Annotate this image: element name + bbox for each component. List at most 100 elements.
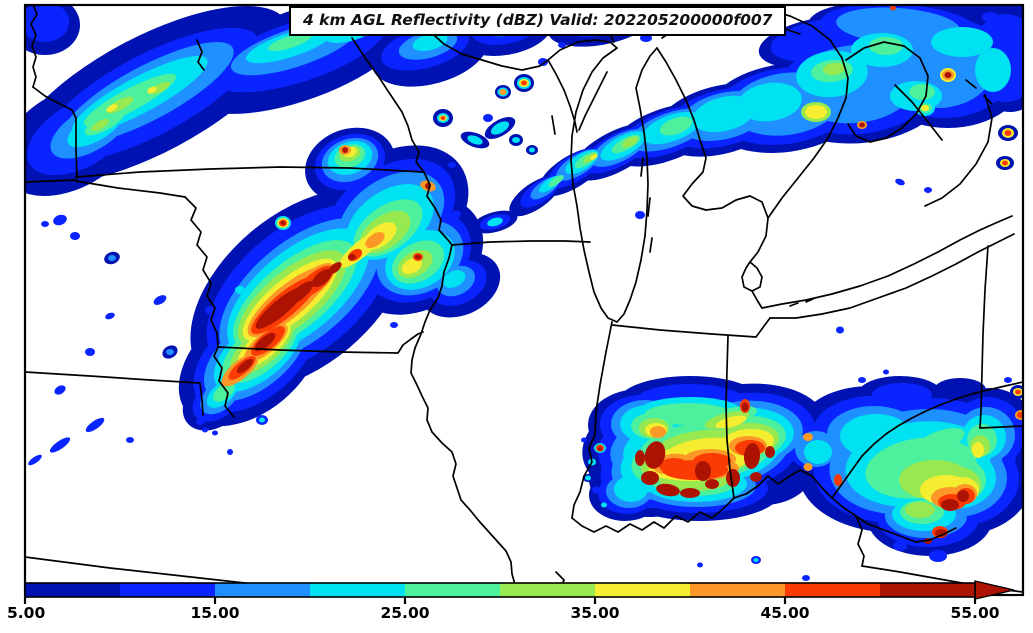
radar-cell <box>883 369 889 375</box>
radar-cell <box>635 450 645 466</box>
radar-cell <box>1004 377 1012 383</box>
border-mi-lake-2 <box>647 197 651 217</box>
radar-cell <box>365 232 385 248</box>
radar-cell <box>286 281 314 305</box>
radar-cell <box>202 427 208 433</box>
border-in-oh <box>725 335 735 499</box>
radar-cell <box>805 105 827 119</box>
border-erie-island-2 <box>805 298 814 303</box>
radar-cell <box>944 72 952 78</box>
border-ne-ks <box>25 371 204 416</box>
radar-cell <box>25 5 69 42</box>
border-big-sandy <box>855 515 865 567</box>
colorbar: 5.00 15.00 25.00 35.00 45.00 55.00 <box>7 580 1015 622</box>
colorbar-tick-label: 45.00 <box>760 604 809 622</box>
border-erie-south <box>769 233 1015 319</box>
radar-cells-layer <box>25 5 1023 581</box>
border-green-bay-west <box>547 59 578 133</box>
radar-cell <box>1015 389 1021 395</box>
radar-cell <box>656 483 680 497</box>
radar-cell <box>650 426 666 438</box>
radar-cell <box>601 502 607 508</box>
radar-cell <box>483 114 493 122</box>
radar-cell <box>872 383 932 407</box>
radar-cell <box>1002 160 1008 166</box>
radar-cell <box>490 121 510 135</box>
radar-cell <box>635 211 645 219</box>
border-ia-mo <box>217 331 424 354</box>
colorbar-segment <box>785 583 880 597</box>
border-ohio-river <box>571 469 957 543</box>
radar-cell <box>695 461 711 481</box>
radar-cell <box>972 442 984 458</box>
border-sd-ne <box>75 180 186 198</box>
radar-cell <box>487 217 503 227</box>
radar-cell <box>895 178 905 186</box>
radar-cell <box>196 419 204 425</box>
colorbar-segment <box>405 583 500 597</box>
radar-cell <box>53 214 67 226</box>
radar-cell <box>975 48 1011 92</box>
radar-cell <box>467 135 483 145</box>
radar-cell <box>70 232 80 240</box>
radar-cell <box>126 437 134 443</box>
radar-cell <box>499 89 507 95</box>
radar-cell <box>512 137 520 143</box>
radar-cell <box>108 255 116 261</box>
border-red-river <box>30 5 38 88</box>
radar-cell <box>342 147 348 153</box>
radar-cell <box>836 326 844 334</box>
border-georgian-bay <box>845 41 929 143</box>
colorbar-tick-label: 25.00 <box>380 604 429 622</box>
border-mn-west <box>32 86 78 179</box>
colorbar-segment <box>880 583 975 597</box>
radar-cell <box>802 575 810 581</box>
radar-cell <box>558 42 566 48</box>
radar-cell <box>105 312 115 320</box>
colorbar-segment <box>595 583 690 597</box>
radar-cell <box>54 385 66 395</box>
radar-cell <box>213 382 235 402</box>
radar-cell <box>153 295 167 305</box>
border-lake-winnebago <box>551 115 556 135</box>
colorbar-outline <box>24 582 976 598</box>
radar-cell <box>859 122 865 128</box>
radar-cell <box>705 479 719 489</box>
radar-cell <box>893 541 907 551</box>
colorbar-segment <box>310 583 405 597</box>
radar-cell <box>982 12 998 22</box>
radar-cell <box>440 116 446 120</box>
border-detroit-river <box>751 290 763 309</box>
colorbar-tick-label: 15.00 <box>190 604 239 622</box>
radar-cell <box>659 116 693 136</box>
border-lake-st-clair <box>741 261 763 292</box>
radar-cell <box>254 332 276 352</box>
border-missouri-river <box>184 196 235 418</box>
colorbar-tick-label: 55.00 <box>950 604 999 622</box>
colorbar-arrow <box>974 580 1015 600</box>
radar-cell <box>640 34 652 42</box>
border-sd-mn-south <box>25 179 77 183</box>
radar-cell <box>548 175 564 187</box>
border-lake-michigan <box>570 47 658 323</box>
border-wi-il <box>451 240 591 246</box>
border-bruce-peninsula <box>894 84 943 141</box>
radar-cell <box>538 58 548 66</box>
border-mi-south <box>611 317 771 338</box>
radar-cell <box>85 348 95 356</box>
radar-cell <box>592 486 600 494</box>
radar-cell <box>28 454 42 466</box>
radar-cell <box>921 105 929 111</box>
border-door-peninsula <box>578 71 608 131</box>
border-erie-north <box>761 215 1013 309</box>
colorbar-segment <box>25 583 120 597</box>
radar-cell <box>644 441 666 469</box>
border-huron-west <box>656 47 769 263</box>
radar-cell <box>412 32 448 52</box>
radar-cell <box>1017 412 1023 418</box>
radar-cell <box>326 232 334 238</box>
radar-cell <box>312 269 332 287</box>
colorbar-tick-label: 5.00 <box>7 604 45 622</box>
border-georgian-east <box>924 94 993 207</box>
